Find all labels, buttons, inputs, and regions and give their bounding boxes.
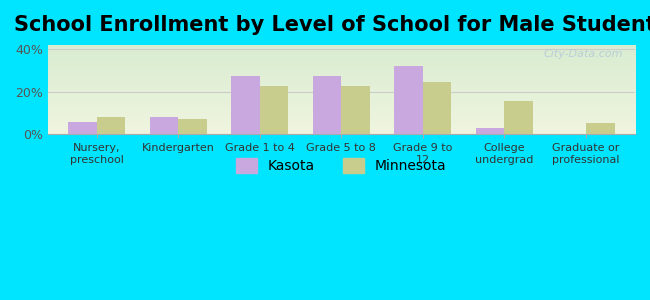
Bar xyxy=(476,128,504,134)
Bar xyxy=(586,123,615,134)
Bar xyxy=(178,119,207,134)
Text: City-Data.com: City-Data.com xyxy=(544,49,623,59)
Bar xyxy=(97,117,125,134)
Bar xyxy=(260,86,289,134)
Bar xyxy=(341,86,370,134)
Bar xyxy=(504,101,533,134)
Bar xyxy=(423,82,452,134)
Title: School Enrollment by Level of School for Male Students: School Enrollment by Level of School for… xyxy=(14,15,650,35)
Bar xyxy=(150,117,178,134)
Bar xyxy=(68,122,97,134)
Bar xyxy=(313,76,341,134)
Legend: Kasota, Minnesota: Kasota, Minnesota xyxy=(231,153,452,179)
Bar xyxy=(395,66,423,134)
Bar xyxy=(231,76,260,134)
